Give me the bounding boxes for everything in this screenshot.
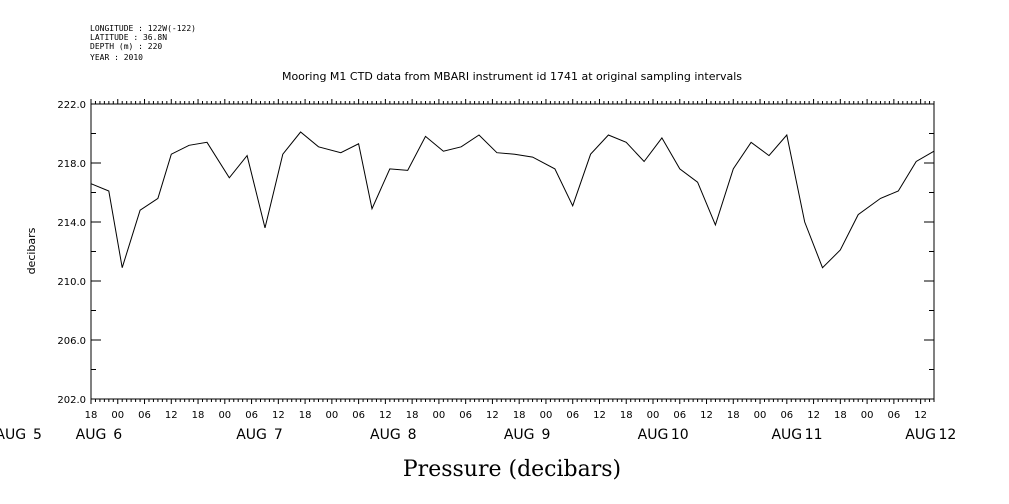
- y-tick-label: 206.0: [57, 336, 86, 347]
- meta-depth: DEPTH (m) : 220: [90, 42, 162, 51]
- x-day-label: 8: [408, 427, 417, 443]
- x-hour-label: 06: [138, 410, 151, 421]
- x-day-label: 10: [671, 427, 689, 443]
- x-day-label: AUG: [0, 427, 26, 443]
- x-day-label: 12: [938, 427, 956, 443]
- x-hour-label: 06: [459, 410, 472, 421]
- x-hour-label: 12: [593, 410, 606, 421]
- x-hour-label: 12: [807, 410, 820, 421]
- series-line: [90, 131, 935, 269]
- x-hour-label: 18: [834, 410, 847, 421]
- y-tick-label: 210.0: [57, 277, 86, 288]
- x-hour-label: 06: [566, 410, 579, 421]
- x-hour-label: 18: [406, 410, 419, 421]
- x-hour-label: 12: [914, 410, 927, 421]
- x-hour-label: 06: [780, 410, 793, 421]
- x-hour-label: 00: [325, 410, 338, 421]
- x-hour-label: 00: [861, 410, 874, 421]
- x-day-label: 11: [805, 427, 823, 443]
- x-hour-label: 18: [727, 410, 740, 421]
- meta-year: YEAR : 2010: [90, 53, 143, 62]
- x-hour-label: 12: [272, 410, 285, 421]
- x-hour-label: 18: [85, 410, 98, 421]
- series-group: [90, 131, 935, 269]
- x-hour-label: 06: [245, 410, 258, 421]
- x-hour-label: 00: [218, 410, 231, 421]
- x-hour-label: 18: [192, 410, 205, 421]
- x-day-label: 7: [274, 427, 283, 443]
- x-hour-label: 06: [673, 410, 686, 421]
- x-axis-label: Pressure (decibars): [403, 457, 621, 482]
- x-day-label: AUG: [905, 427, 936, 443]
- x-hour-label: 18: [620, 410, 633, 421]
- x-day-label: AUG: [236, 427, 267, 443]
- x-hour-label: 12: [165, 410, 178, 421]
- y-tick-label: 202.0: [57, 395, 86, 406]
- y-axis: 202.0 206.0 210.0 214.0 218.0 222.0: [57, 100, 934, 406]
- x-hour-label: 18: [299, 410, 312, 421]
- x-day-label: 5: [33, 427, 42, 443]
- meta-longitude: LONGITUDE : 122W(-122): [90, 24, 196, 33]
- x-hour-label: 12: [486, 410, 499, 421]
- metadata-block: LONGITUDE : 122W(-122) LATITUDE : 36.8N …: [90, 24, 196, 62]
- y-tick-label: 214.0: [57, 218, 86, 229]
- x-hour-label: 12: [379, 410, 392, 421]
- x-hour-label: 00: [754, 410, 767, 421]
- x-day-label: AUG: [370, 427, 401, 443]
- y-tick-label: 218.0: [57, 159, 86, 170]
- x-day-label: AUG: [771, 427, 802, 443]
- x-hour-label: 06: [887, 410, 900, 421]
- y-tick-label: 222.0: [57, 100, 86, 111]
- x-day-label: AUG: [638, 427, 669, 443]
- x-hour-label: 06: [352, 410, 365, 421]
- x-axis: 18 00 06 12 18 00 06 12 18 00 06 12 18 00 06 12 18 00 06 12…: [0, 99, 956, 443]
- x-hour-label: 12: [700, 410, 713, 421]
- plot-frame: [90, 103, 935, 400]
- x-hour-label: 00: [647, 410, 660, 421]
- x-day-label: AUG: [504, 427, 535, 443]
- y-axis-label: decibars: [25, 227, 38, 274]
- x-day-label: 9: [541, 427, 550, 443]
- x-hour-label: 00: [433, 410, 446, 421]
- x-day-label: 6: [113, 427, 122, 443]
- x-hour-label: 00: [540, 410, 553, 421]
- x-hour-label: 18: [513, 410, 526, 421]
- x-day-label: AUG: [76, 427, 107, 443]
- x-hour-label: 00: [111, 410, 124, 421]
- meta-latitude: LATITUDE : 36.8N: [90, 33, 167, 42]
- chart-title: Mooring M1 CTD data from MBARI instrumen…: [282, 70, 742, 83]
